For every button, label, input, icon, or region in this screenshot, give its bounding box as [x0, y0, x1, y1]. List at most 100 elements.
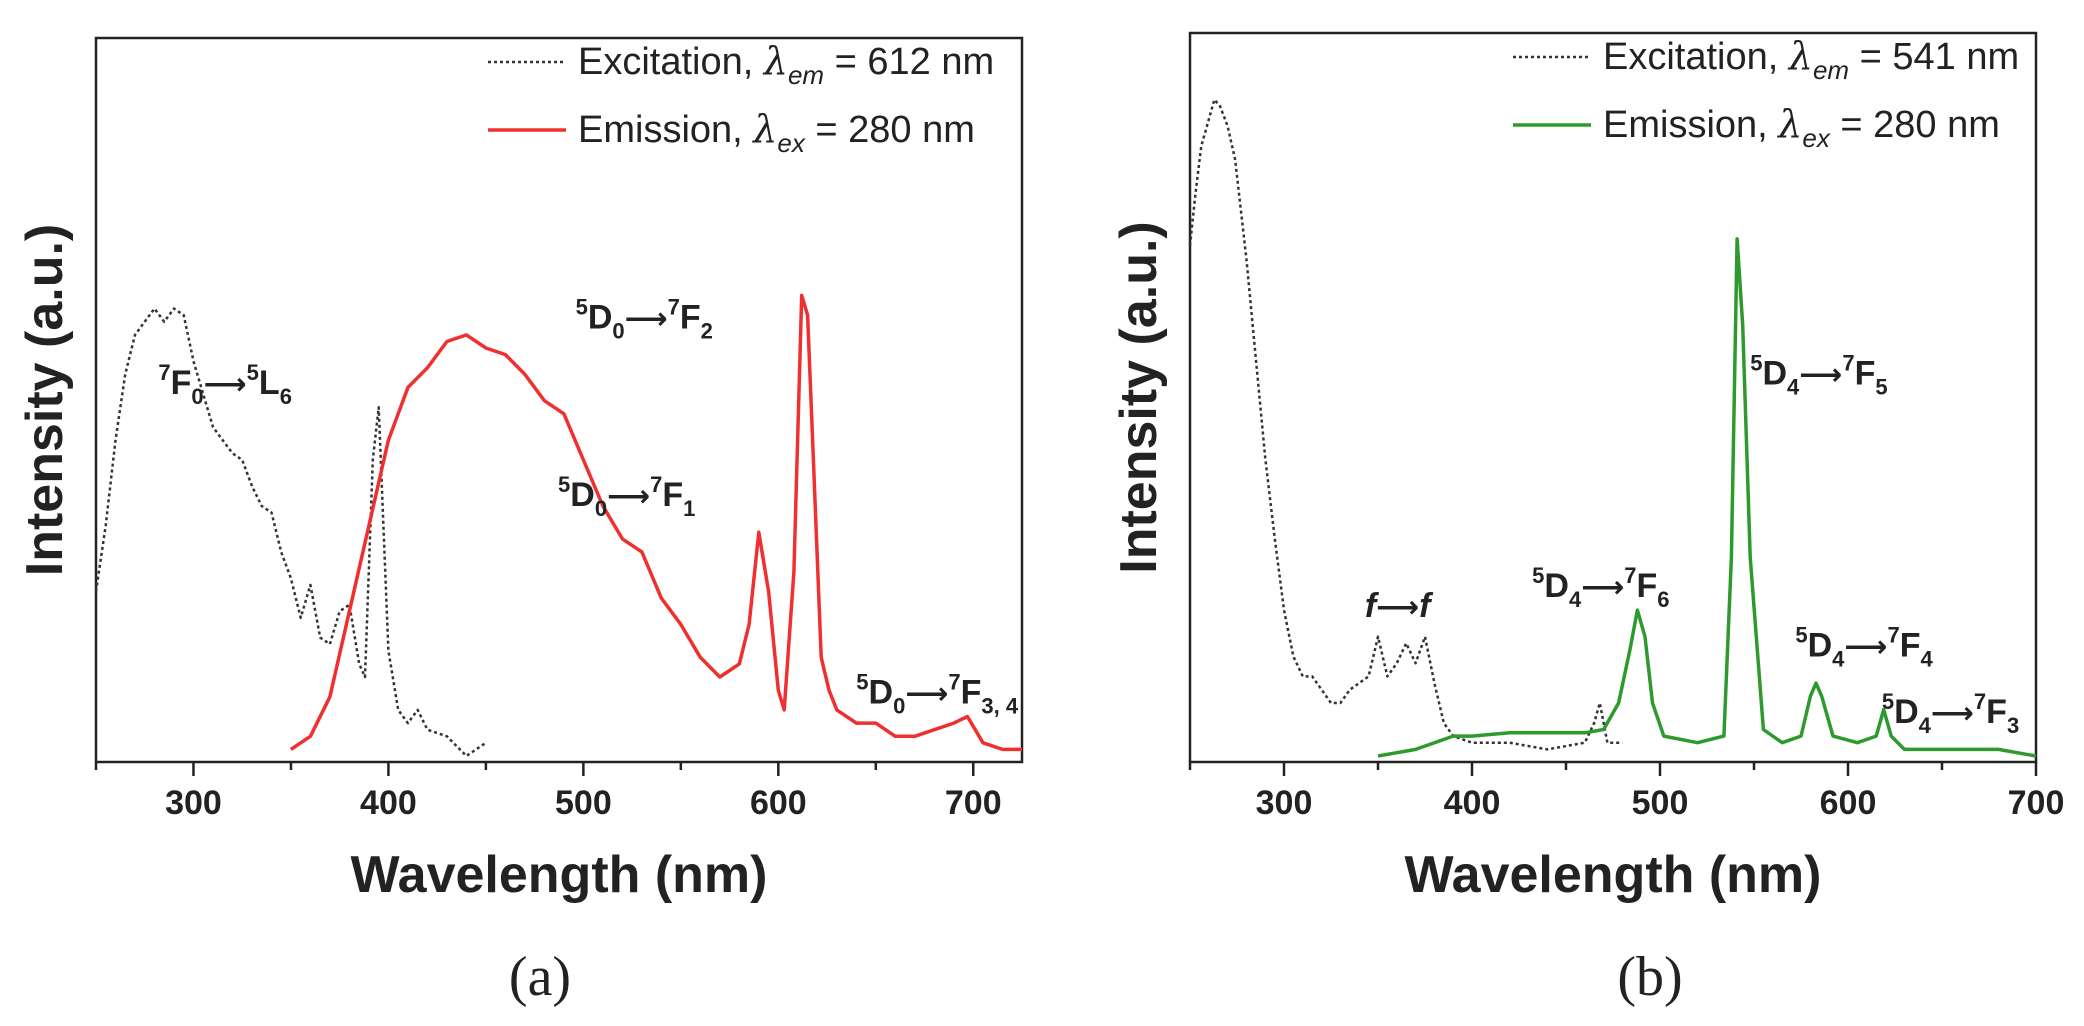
x-tick-label: 600	[750, 784, 807, 822]
series-line-excitation	[94, 307, 487, 758]
panel-label: (b)	[1617, 946, 1682, 1008]
transition-subscript: 4	[1920, 647, 1933, 672]
x-axis-title: Wavelength (nm)	[1405, 846, 1822, 904]
transition-superscript: 5	[576, 294, 588, 319]
panel-label: (a)	[509, 946, 571, 1008]
transition-subscript: 0	[893, 693, 905, 718]
transition-arrow: ⟶	[1799, 358, 1842, 393]
transition-subscript: 4	[1787, 375, 1800, 400]
transition-label: 5D4⟶7F6	[1532, 563, 1669, 612]
x-tick-label: 400	[1444, 784, 1501, 822]
transition-superscript: 7	[158, 360, 170, 385]
x-tick-label: 500	[1632, 784, 1689, 822]
transition-label: 5D4⟶7F5	[1750, 351, 1887, 400]
transition-from: F	[171, 364, 192, 402]
transition-subscript: 4	[1832, 647, 1845, 672]
x-axis-title: Wavelength (nm)	[351, 846, 768, 904]
transition-to: F	[1855, 355, 1876, 393]
x-tick-label: 300	[165, 784, 222, 822]
transition-to: L	[259, 364, 280, 402]
transition-subscript: 3, 4	[981, 693, 1018, 718]
series-line-excitation	[1188, 98, 1623, 751]
transition-from: D	[588, 298, 613, 336]
transition-arrow: ⟶	[204, 367, 247, 402]
transition-superscript: 5	[856, 669, 868, 694]
transition-subscript: 4	[1569, 587, 1582, 612]
transition-to: F	[1636, 567, 1657, 605]
transition-arrow: ⟶	[905, 676, 948, 711]
transition-label: 5D0⟶7F2	[576, 294, 713, 343]
legend-subscript: em	[1813, 55, 1849, 85]
transition-label: f⟶f	[1365, 587, 1434, 625]
panel-b: 300 400 500 600 700 Wavelength (nm) Intensity …	[1110, 31, 2064, 1008]
transition-to: f	[1419, 587, 1434, 625]
transition-superscript: 7	[1974, 689, 1986, 714]
transition-arrow: ⟶	[625, 301, 668, 336]
transition-to: F	[680, 298, 701, 336]
transition-subscript: 0	[612, 318, 624, 343]
transition-from: D	[1894, 693, 1919, 731]
legend-suffix: = 280 nm	[1830, 104, 2000, 146]
transition-from: D	[1544, 567, 1569, 605]
transition-subscript: 5	[1875, 375, 1887, 400]
transition-to: F	[961, 673, 982, 711]
legend-entry: Excitation, λem = 612 nm	[578, 39, 994, 90]
transition-subscript: 6	[280, 384, 292, 409]
transition-superscript: 5	[558, 472, 570, 497]
transition-label: 5D4⟶7F4	[1795, 623, 1933, 672]
legend-prefix: Emission,	[578, 109, 753, 151]
x-tick-label: 600	[1820, 784, 1877, 822]
transition-superscript: 5	[1532, 563, 1544, 588]
y-axis-title: Intensity (a.u.)	[1110, 221, 1168, 573]
transition-superscript: 7	[1842, 351, 1854, 376]
transition-superscript: 7	[1887, 623, 1899, 648]
legend-subscript: em	[788, 60, 824, 90]
transition-superscript: 5	[247, 360, 259, 385]
transition-superscript: 7	[1624, 563, 1636, 588]
series-line-emission	[1377, 237, 2037, 758]
legend-entry: Emission, λex = 280 nm	[1603, 102, 2000, 153]
transition-arrow: ⟶	[1931, 696, 1974, 731]
x-tick-label: 500	[555, 784, 612, 822]
lambda-symbol: λ	[1776, 102, 1802, 146]
transition-superscript: 7	[650, 472, 662, 497]
legend-entry: Emission, λex = 280 nm	[578, 107, 975, 158]
legend-suffix: = 541 nm	[1849, 36, 2019, 78]
legend-prefix: Excitation,	[578, 41, 764, 83]
lambda-symbol: λ	[751, 107, 777, 151]
transition-to: F	[1986, 693, 2007, 731]
transition-subscript: 6	[1657, 587, 1669, 612]
legend-subscript: ex	[1802, 123, 1830, 153]
transition-arrow: ⟶	[1581, 570, 1624, 605]
transition-arrow: ⟶	[1844, 630, 1887, 665]
x-tick-label: 700	[945, 784, 1002, 822]
transition-subscript: 4	[1919, 713, 1932, 738]
y-axis-title: Intensity (a.u.)	[16, 224, 74, 576]
transition-label: 5D0⟶7F3, 4	[856, 669, 1019, 718]
transition-superscript: 7	[668, 294, 680, 319]
x-tick-label: 300	[1256, 784, 1313, 822]
transition-superscript: 5	[1750, 351, 1762, 376]
legend-suffix: = 612 nm	[824, 41, 994, 83]
transition-label: 7F0⟶5L6	[158, 360, 292, 409]
plot-frame	[1188, 31, 2038, 764]
transition-superscript: 5	[1795, 623, 1807, 648]
transition-arrow: ⟶	[607, 479, 650, 514]
x-tick-label: 400	[360, 784, 417, 822]
legend-entry: Excitation, λem = 541 nm	[1603, 34, 2019, 85]
legend-subscript: ex	[777, 128, 805, 158]
series-line-emission	[289, 293, 1022, 752]
legend-suffix: = 280 nm	[805, 109, 975, 151]
transition-arrow: ⟶	[1376, 590, 1419, 625]
plot-frame	[94, 36, 1024, 764]
transition-subscript: 1	[683, 496, 695, 521]
transition-from: D	[570, 476, 595, 514]
legend-prefix: Emission,	[1603, 104, 1778, 146]
transition-superscript: 7	[948, 669, 960, 694]
transition-from: D	[869, 673, 894, 711]
transition-subscript: 2	[701, 318, 713, 343]
transition-to: F	[1900, 627, 1921, 665]
transition-superscript: 5	[1882, 689, 1894, 714]
